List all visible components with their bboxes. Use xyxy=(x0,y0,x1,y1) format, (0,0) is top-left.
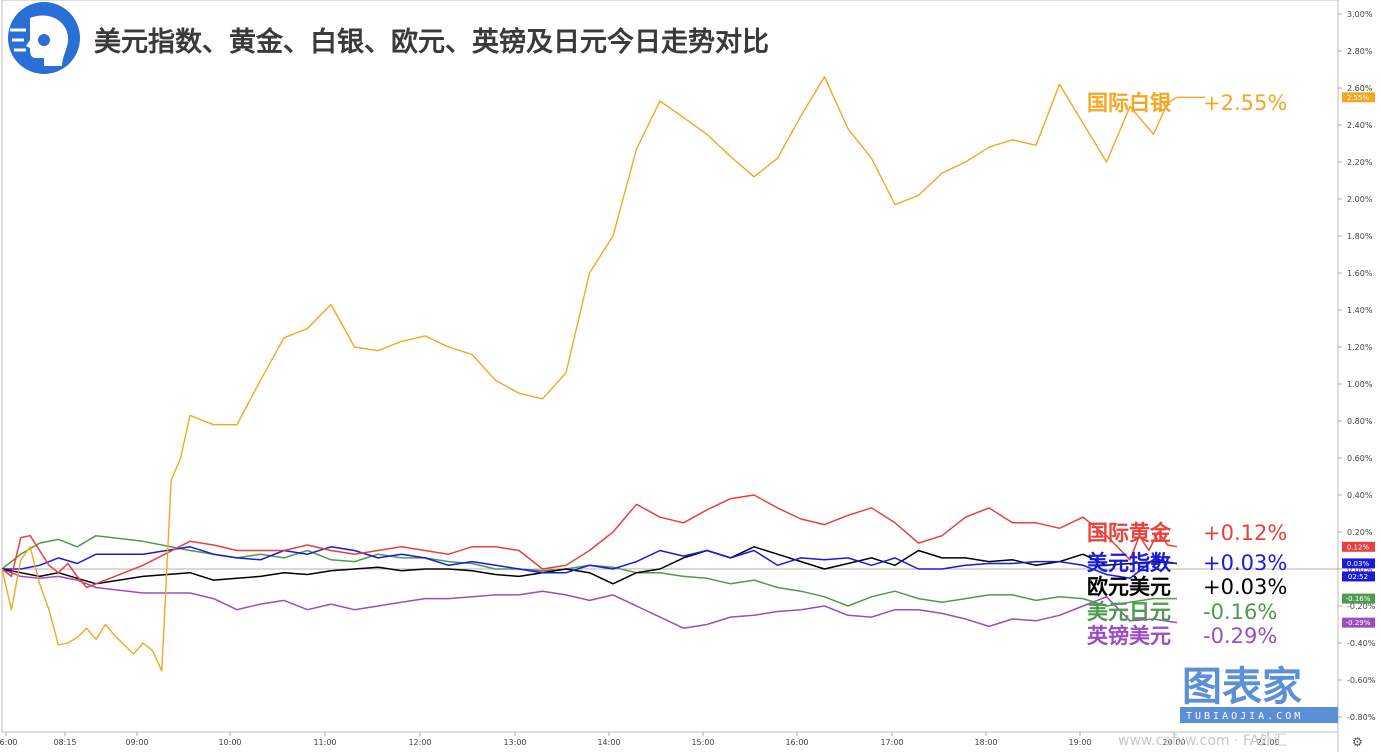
watermark-faint: www.cafxw.com · FA外汇 xyxy=(1118,733,1287,749)
x-tick-label: 19:00 xyxy=(1068,738,1091,747)
tag-bg-eurusd xyxy=(1342,571,1375,582)
y-tick-label: -0.20% xyxy=(1347,602,1376,611)
tag-label-gold: 0.12% xyxy=(1347,543,1370,551)
watermark-main: 图表家 xyxy=(1182,664,1302,710)
watermark-sub: TUBIAOJIA.COM xyxy=(1186,711,1303,722)
x-tick-label: 13:00 xyxy=(503,738,526,747)
legend-value-gbpusd: -0.29% xyxy=(1203,624,1277,648)
legend-value-usdjpy: -0.16% xyxy=(1203,600,1277,624)
tag-bg-gbpusd xyxy=(1342,617,1375,628)
watermark: 图表家 TUBIAOJIA.COM www.cafxw.com · FA外汇 xyxy=(1118,664,1338,749)
tag-bg-gold xyxy=(1342,541,1375,552)
tag-bg-usdjpy xyxy=(1342,593,1375,604)
tag-label-gbpusd: -0.29% xyxy=(1346,619,1371,627)
tag-label-usdjpy: -0.16% xyxy=(1346,595,1371,603)
y-tick-label: 2.20% xyxy=(1347,158,1373,167)
legend-name-silver: 国际白银 xyxy=(1087,91,1172,115)
legend-name-dxy: 美元指数 xyxy=(1087,551,1172,575)
series-layer xyxy=(1,76,1206,672)
y-tick-label: 0.80% xyxy=(1347,417,1373,426)
x-tick-label: 21:00 xyxy=(1256,738,1279,747)
x-tick-label: 09:00 xyxy=(125,738,148,747)
legend: 国际白银 +2.55% 国际黄金 +0.12% 美元指数 +0.03% 欧元美元 +0.03%… xyxy=(1087,91,1287,648)
last-value-tags: 2.55% 0.12% 0.03% 02:52 -0.16% -0.29% xyxy=(1342,92,1375,628)
legend-value-silver: +2.55% xyxy=(1203,91,1287,115)
y-tick-label: 1.60% xyxy=(1347,269,1373,278)
legend-value-eurusd: +0.03% xyxy=(1203,575,1287,599)
x-tick-label: 16:00 xyxy=(785,738,808,747)
series-line-gbpusd xyxy=(1,568,1178,629)
y-tick-label: 0.20% xyxy=(1347,528,1373,537)
brand-logo xyxy=(8,2,80,74)
legend-name-gbpusd: 英镑美元 xyxy=(1087,624,1171,648)
series-line-dxy xyxy=(2,546,1178,580)
y-tick-label: 1.20% xyxy=(1347,343,1373,352)
legend-name-eurusd: 欧元美元 xyxy=(1087,575,1171,599)
y-tick-label: 2.80% xyxy=(1347,47,1373,56)
y-tick-label: -0.80% xyxy=(1347,713,1376,722)
x-tick-label: 11:00 xyxy=(313,738,336,747)
legend-name-gold: 国际黄金 xyxy=(1087,521,1172,545)
tag-bg-dxy xyxy=(1342,558,1375,569)
x-tick-label: 08:15 xyxy=(53,738,76,747)
y-tick-label: 1.00% xyxy=(1347,380,1373,389)
watermark-band xyxy=(1180,707,1338,723)
x-tick-label: 17:00 xyxy=(880,738,903,747)
y-tick-label: 2.60% xyxy=(1347,84,1373,93)
plot-area xyxy=(1,0,1339,733)
y-tick-label: 2.40% xyxy=(1347,121,1373,130)
x-axis-ticks: 06:00 08:15 09:00 10:00 11:00 12:00 13:00 14:00… xyxy=(0,732,1280,747)
x-tick-label: 18:00 xyxy=(974,738,997,747)
tag-bg-silver xyxy=(1342,92,1375,103)
x-tick-label: 12:00 xyxy=(408,738,431,747)
settings-gear-icon[interactable]: ⚙ xyxy=(1352,735,1363,749)
y-tick-label: -0.60% xyxy=(1347,676,1376,685)
y-tick-label: 1.80% xyxy=(1347,232,1373,241)
x-tick-label: 14:00 xyxy=(597,738,620,747)
tag-label-dxy: 0.03% xyxy=(1347,560,1370,568)
y-tick-label: 0.00% xyxy=(1347,565,1373,574)
series-line-silver xyxy=(1,76,1206,672)
y-tick-label: 0.60% xyxy=(1347,454,1373,463)
legend-value-dxy: +0.03% xyxy=(1203,551,1287,575)
series-line-eurusd xyxy=(1,546,1178,585)
legend-value-gold: +0.12% xyxy=(1203,521,1287,545)
y-axis-ticks: 3.00% 2.80% 2.60% 2.40% 2.20% 2.00% 1.80% 1.60%… xyxy=(1338,10,1376,722)
x-tick-label: 10:00 xyxy=(218,738,241,747)
logo-circuit-icon xyxy=(10,28,26,52)
y-tick-label: 0.40% xyxy=(1347,491,1373,500)
y-tick-label: 3.00% xyxy=(1347,10,1373,19)
x-tick-label: 15:00 xyxy=(691,738,714,747)
tag-label-silver: 2.55% xyxy=(1347,94,1370,102)
y-tick-label: 2.00% xyxy=(1347,195,1373,204)
legend-name-usdjpy: 美元日元 xyxy=(1087,600,1171,624)
x-tick-label: 20:00 xyxy=(1162,738,1185,747)
logo-gear-icon xyxy=(38,34,50,46)
tag-label-eurusd: 02:52 xyxy=(1348,573,1368,581)
x-tick-label: 06:00 xyxy=(0,738,18,747)
y-tick-label: 1.40% xyxy=(1347,306,1373,315)
series-line-gold xyxy=(1,494,1178,589)
chart-title: 美元指数、黄金、白银、欧元、英镑及日元今日走势对比 xyxy=(94,26,769,58)
y-tick-label: -0.40% xyxy=(1347,639,1376,648)
